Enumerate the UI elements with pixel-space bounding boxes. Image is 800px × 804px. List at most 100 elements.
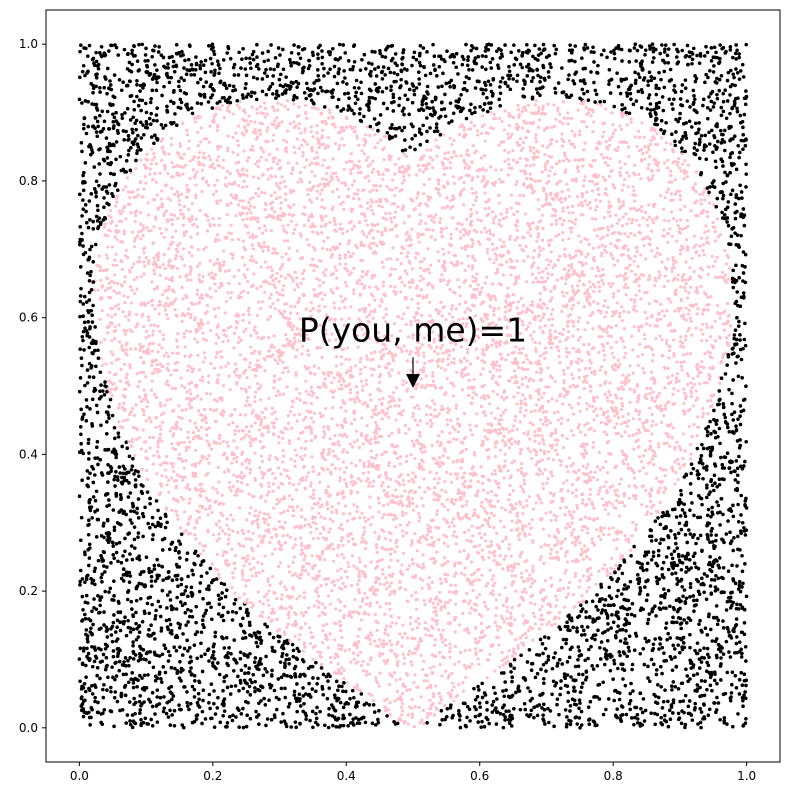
scatter-point-inside [491,126,495,131]
scatter-point-outside [105,688,109,692]
scatter-point-inside [195,288,199,292]
scatter-point-outside [124,558,129,562]
scatter-point-inside [311,465,315,469]
scatter-point-outside [596,628,600,633]
scatter-point-inside [385,407,390,411]
scatter-point-outside [728,48,733,52]
scatter-point-inside [300,515,304,519]
scatter-point-inside [675,219,679,223]
scatter-point-outside [470,68,475,72]
scatter-point-inside [588,295,592,299]
scatter-point-inside [374,285,378,289]
scatter-point-inside [486,199,491,203]
scatter-point-outside [741,581,745,586]
scatter-point-inside [334,268,339,272]
scatter-point-inside [558,254,562,259]
scatter-point-inside [273,174,278,179]
scatter-point-inside [587,358,592,362]
scatter-point-inside [643,310,647,315]
scatter-point-outside [112,724,116,729]
scatter-point-inside [247,461,251,465]
scatter-point-outside [623,683,628,688]
scatter-point-inside [591,327,595,331]
scatter-point-outside [631,102,636,107]
scatter-point-inside [215,408,219,412]
scatter-point-inside [342,207,346,212]
scatter-point-inside [577,203,581,207]
scatter-point-inside [186,436,190,440]
scatter-point-inside [240,489,244,493]
scatter-point-inside [220,355,224,359]
scatter-point-inside [263,106,268,110]
scatter-point-inside [194,217,198,221]
scatter-point-inside [199,326,203,330]
scatter-point-outside [169,684,174,689]
scatter-point-inside [400,413,404,417]
scatter-point-inside [414,598,418,602]
scatter-point-outside [736,712,740,716]
scatter-point-outside [136,133,140,138]
scatter-point-inside [664,141,668,145]
scatter-point-inside [281,360,285,364]
scatter-point-inside [518,410,523,414]
scatter-point-outside [675,620,679,625]
points-layer [77,42,749,730]
scatter-point-inside [511,300,515,305]
scatter-point-inside [518,452,522,456]
scatter-point-outside [159,677,163,681]
scatter-point-inside [231,150,235,154]
scatter-point-inside [178,203,182,207]
scatter-point-inside [293,227,297,231]
scatter-point-outside [207,701,211,705]
scatter-point-outside [78,314,82,319]
scatter-point-outside [105,191,110,195]
scatter-point-outside [726,355,731,359]
scatter-point-inside [471,396,475,400]
scatter-point-outside [108,79,112,83]
scatter-point-inside [193,302,198,306]
scatter-point-inside [577,422,581,427]
scatter-point-inside [214,522,218,526]
scatter-point-outside [140,676,144,680]
scatter-point-inside [583,375,587,379]
scatter-point-inside [629,466,633,470]
scatter-point-outside [692,561,697,566]
scatter-point-inside [295,137,299,141]
scatter-point-inside [388,405,392,409]
scatter-point-inside [560,332,565,336]
scatter-point-inside [486,607,490,611]
scatter-point-inside [610,231,615,236]
scatter-point-outside [337,42,342,47]
scatter-point-inside [311,576,315,580]
scatter-point-outside [322,105,327,109]
scatter-point-inside [394,541,398,545]
scatter-point-inside [531,280,536,284]
scatter-point-inside [534,99,538,103]
scatter-point-inside [219,365,223,369]
scatter-point-inside [582,305,586,309]
scatter-point-inside [410,538,414,543]
scatter-point-inside [341,512,346,516]
scatter-point-inside [658,252,662,257]
scatter-point-inside [335,187,339,191]
scatter-point-inside [581,194,585,199]
scatter-point-outside [682,618,686,622]
scatter-point-outside [697,622,701,627]
scatter-point-inside [232,274,236,279]
scatter-point-inside [213,315,218,319]
scatter-point-inside [236,184,241,188]
scatter-point-inside [346,241,350,246]
scatter-point-outside [739,233,743,238]
scatter-point-outside [282,719,287,723]
scatter-point-inside [248,235,252,239]
scatter-point-inside [276,162,280,166]
scatter-point-outside [214,666,218,671]
scatter-point-inside [279,103,284,107]
scatter-point-inside [507,498,511,502]
scatter-point-inside [581,184,586,188]
scatter-point-inside [110,394,114,398]
scatter-point-outside [189,106,194,110]
scatter-point-inside [343,330,347,334]
scatter-point-inside [662,284,666,288]
scatter-point-inside [462,203,466,207]
